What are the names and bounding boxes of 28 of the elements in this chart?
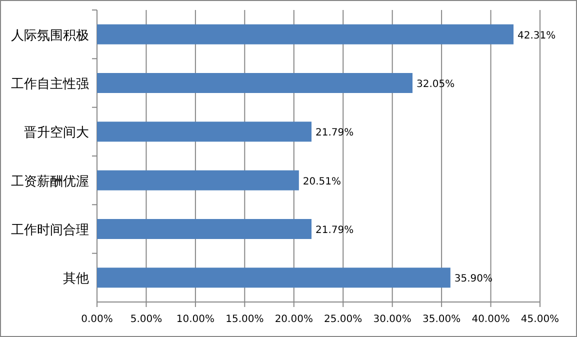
bar	[97, 24, 514, 44]
data-label: 32.05%	[416, 79, 455, 90]
y-tick-label: 工作时间合理	[11, 223, 89, 238]
bar	[97, 219, 312, 239]
data-label: 35.90%	[454, 274, 493, 285]
x-tick-label: 5.00%	[130, 314, 162, 325]
x-tick-label: 30.00%	[373, 314, 412, 325]
x-tick-label: 20.00%	[274, 314, 313, 325]
x-tick-label: 35.00%	[422, 314, 461, 325]
x-tick-label: 40.00%	[472, 314, 510, 325]
data-label: 42.31%	[518, 30, 556, 42]
y-tick-label: 工资薪酬优渥	[11, 174, 89, 190]
y-tick-label: 其他	[63, 272, 89, 287]
x-tick-label: 15.00%	[226, 314, 264, 325]
bar	[97, 73, 413, 93]
data-label: 21.79%	[316, 225, 354, 236]
x-tick-label: 10.00%	[176, 314, 215, 325]
y-tick-label: 晋升空间大	[24, 126, 89, 141]
bar	[97, 268, 450, 288]
x-tick-label: 0.00%	[81, 314, 113, 325]
bar	[97, 170, 299, 190]
x-tick-label: 25.00%	[324, 314, 362, 325]
x-tick-label: 45.00%	[520, 314, 560, 325]
y-tick-label: 工作自主性强	[11, 76, 89, 92]
data-label: 20.51%	[302, 176, 342, 188]
bar	[97, 122, 312, 142]
y-tick-label: 人际氛围积极	[11, 28, 89, 44]
data-label: 21.79%	[316, 128, 354, 139]
